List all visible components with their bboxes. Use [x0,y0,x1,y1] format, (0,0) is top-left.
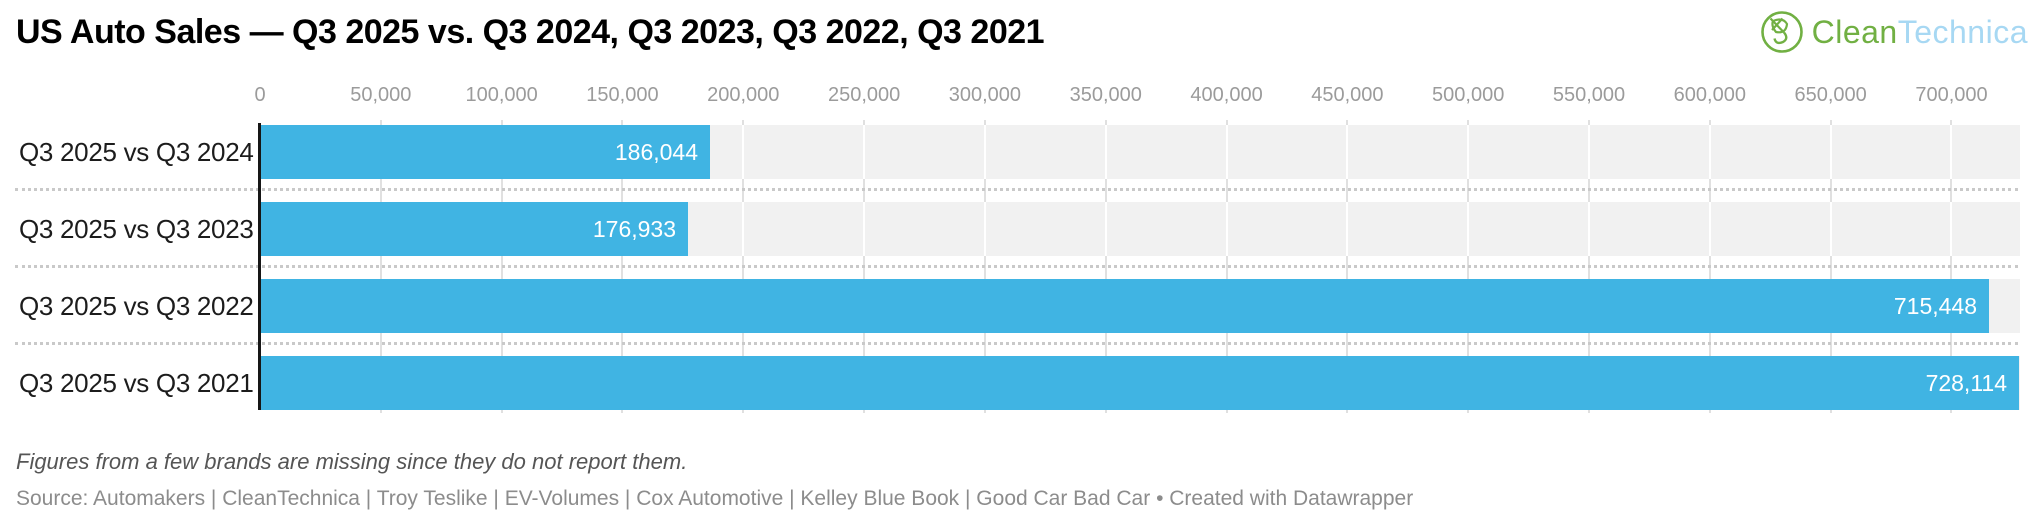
bar-q3-2025-vs-q3-2022[interactable]: 715,448 [260,279,1989,333]
zero-axis-line [258,123,261,410]
x-tick-label: 100,000 [465,84,538,106]
x-tick-label: 0 [254,84,266,106]
gridline-on-band [1829,125,1832,179]
bar-q3-2025-vs-q3-2021[interactable]: 728,114 [260,356,2019,410]
x-tick-label: 350,000 [1069,84,1142,106]
row-band: 186,044 [260,125,2020,179]
cleantechnica-logo[interactable]: CleanTechnica [1759,7,2028,57]
row-separator [15,265,2018,268]
x-tick-label: 550,000 [1552,84,1626,106]
chart-title: US Auto Sales — Q3 2025 vs. Q3 2024, Q3 … [16,13,1045,51]
gridline-on-band [1225,125,1228,179]
x-tick-label: 650,000 [1794,84,1867,106]
gridline-on-band [1588,125,1591,179]
gridline-on-band [863,202,866,256]
bar-q3-2025-vs-q3-2024[interactable]: 186,044 [260,125,710,179]
gridline-on-band [1346,202,1349,256]
category-label: Q3 2025 vs Q3 2021 [19,368,254,398]
bar-value-label: 728,114 [1925,370,2007,396]
cleantechnica-leaf-icon [1759,9,1805,55]
category-label: Q3 2025 vs Q3 2022 [19,291,254,321]
logo-text-clean: Clean [1811,13,1898,50]
gridline-on-band [863,125,866,179]
source-line: Source: Automakers | CleanTechnica | Tro… [16,487,1413,511]
separator-bullet: • [1156,487,1164,510]
bar-value-label: 186,044 [614,139,698,165]
bar-value-label: 176,933 [592,216,676,242]
category-label: Q3 2025 vs Q3 2023 [19,214,254,244]
gridline-on-band [1225,202,1228,256]
source-text: Source: Automakers | CleanTechnica | Tro… [16,487,1151,510]
gridline-on-band [1346,125,1349,179]
gridline-on-band [1708,125,1711,179]
bar-q3-2025-vs-q3-2023[interactable]: 176,933 [260,202,688,256]
row-band: 728,114 [260,356,2020,410]
gridline-on-band [1950,202,1953,256]
category-label: Q3 2025 vs Q3 2024 [19,137,254,167]
bar-value-label: 715,448 [1893,293,1977,319]
x-tick-label: 600,000 [1673,84,1746,106]
gridline-on-band [1588,202,1591,256]
x-tick-label: 250,000 [827,84,901,106]
gridline-on-band [1104,125,1107,179]
gridline-on-band [1950,125,1953,179]
plot-area: 186,044 176,933 715,448 728,114 [15,120,2020,413]
gridline-on-band [742,202,745,256]
x-tick-label: 300,000 [948,84,1022,106]
datawrapper-attribution-link[interactable]: Created with Datawrapper [1169,487,1414,510]
x-tick-label: 700,000 [1915,84,1988,106]
gridline-on-band [1104,202,1107,256]
x-tick-label: 150,000 [586,84,659,106]
row-band: 176,933 [260,202,2020,256]
gridline-on-band [1829,202,1832,256]
gridline-on-band [1708,202,1711,256]
cleantechnica-wordmark: CleanTechnica [1812,14,2028,51]
gridline-on-band [1467,125,1470,179]
gridline-on-band [983,125,986,179]
row-separator [15,188,2018,191]
chart-footnote: Figures from a few brands are missing si… [16,449,688,474]
gridline-on-band [983,202,986,256]
row-separator [15,342,2018,345]
gridline-on-band [742,125,745,179]
logo-text-technica: Technica [1897,13,2028,50]
x-tick-label: 400,000 [1190,84,1263,106]
row-band: 715,448 [260,279,2020,333]
gridline-on-band [1467,202,1470,256]
x-tick-label: 200,000 [707,84,780,106]
x-tick-label: 50,000 [350,84,412,106]
x-tick-label: 450,000 [1311,84,1384,106]
x-tick-label: 500,000 [1432,84,1505,106]
